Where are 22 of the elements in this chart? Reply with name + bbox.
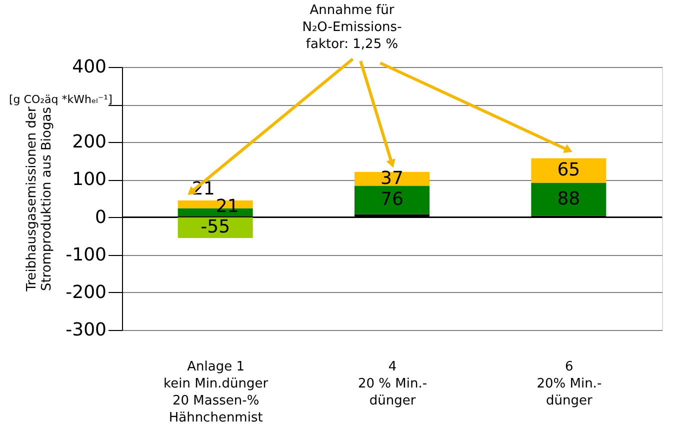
text: [g CO₂äq *kWhₑₗ⁻¹] [9,93,112,106]
y-tick-label: 100 [72,169,106,190]
data-label: 76 [380,189,404,210]
text: Annahme für N₂O-Emissions- faktor: 1,25 % [302,3,402,52]
x-tick-label: Anlage 1 kein Min.dünger 20 Massen-% Hähnchenmist [164,360,269,426]
data-label: 37 [380,168,404,189]
bar [531,158,606,183]
data-label: 65 [557,160,580,181]
y-tick-label: -200 [66,282,106,303]
y-tick-label: 0 [95,206,106,228]
data-label: -55 [200,216,230,238]
y-tick-label: 400 [72,56,106,78]
y-tick-label: 200 [72,132,106,153]
y-axis-title: Treibhausgasemissionen der Stromproduktion aus Biogas [24,106,55,292]
bar [178,217,253,238]
y-tick-label: -100 [66,244,106,266]
x-tick-label: 6 20% Min.- dünger [536,360,602,408]
y-tick-label: -300 [66,320,106,340]
bar [531,182,606,216]
data-label: 88 [557,188,580,210]
bar [354,186,430,214]
x-tick-label: 4 20 % Min.- dünger [358,360,428,408]
